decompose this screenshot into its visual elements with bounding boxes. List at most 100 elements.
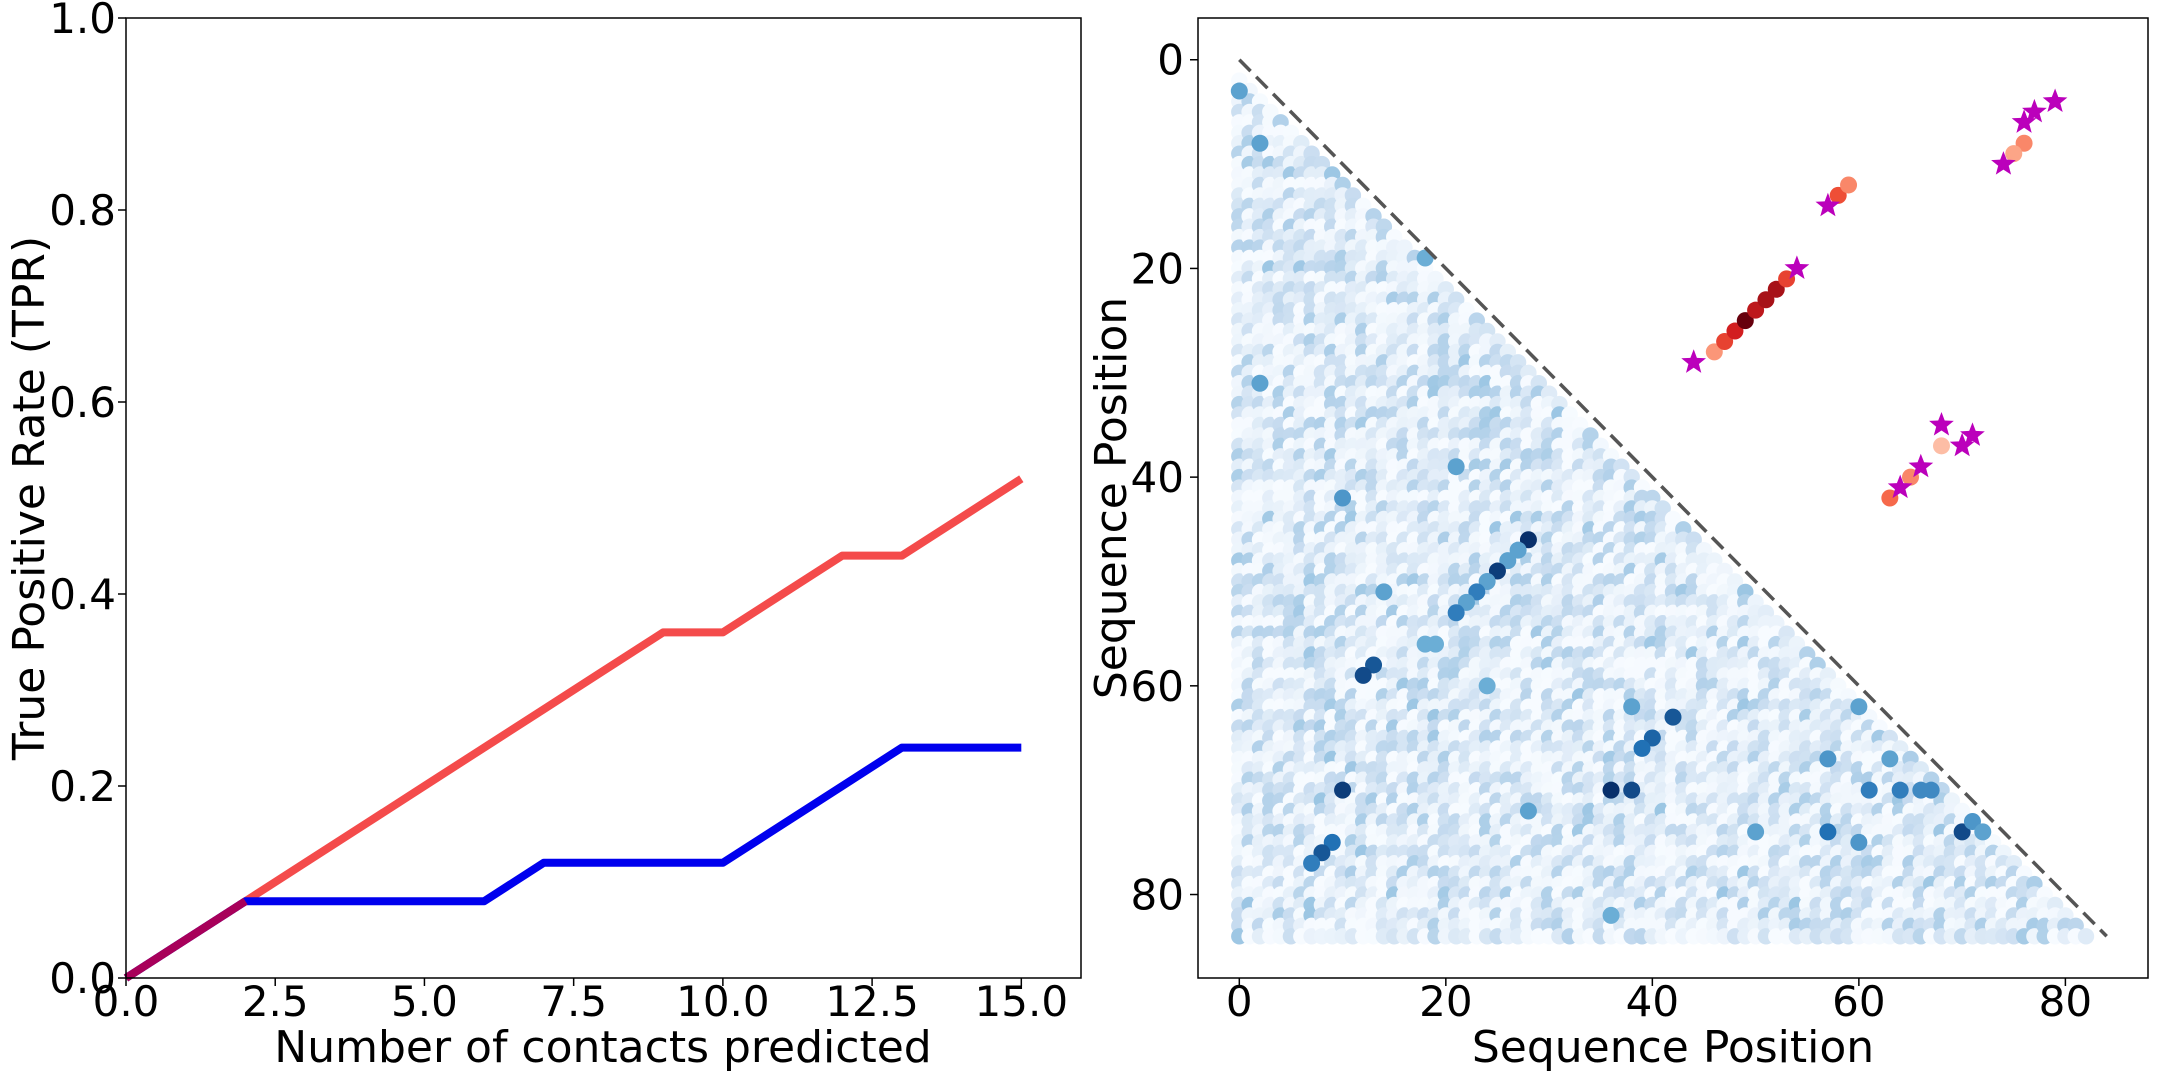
contact-map-star-markers [1681,88,2068,499]
contact-map-blue-point [1850,833,1868,851]
contact-map-blue-point [1230,82,1248,100]
contact-map-red-point [1747,301,1765,319]
tpr-y-tick-label: 0.0 [49,954,116,1003]
contact-map-scatter: 0 20 40 60 80 0 20 40 60 80 Sequence Position Se… [1086,17,2149,1073]
contact-map-blue-point [1747,823,1765,841]
contact-map-blue-point [1427,635,1444,653]
contact-map-blue-point [1633,739,1651,757]
contact-map-star-marker [1681,349,1706,373]
contact-map-blue-point [1623,781,1641,799]
tpr-plot-frame [125,17,1082,979]
contact-map-blue-point [1313,844,1331,862]
contact-map-red-point [1757,291,1775,309]
contact-map-blue-point [1922,781,1940,799]
contact-map-x-axis-label: Sequence Position [1472,1022,1874,1073]
contact-map-bg-point [2077,928,2095,945]
contact-map-y-tick-label: 20 [1131,244,1184,293]
contact-map-blue-point [1819,750,1837,768]
contact-map-star-marker [2042,88,2068,112]
contact-map-star-marker [1929,412,1954,436]
contact-map-diagonal [1238,58,2108,938]
contact-map-star-marker [1960,422,1985,446]
contact-map-blue-point [1963,812,1981,830]
contact-map-blue-point [1478,677,1496,695]
contact-map-star-marker [1815,192,1841,217]
contact-map-blue-point [1850,698,1868,716]
contact-map-star-marker [1887,474,1913,499]
contact-map-red-point [1932,437,1950,455]
tpr-series-line-1 [123,743,1022,982]
tpr-y-axis-label: True Positive Rate (TPR) [4,236,55,761]
tpr-series-group [123,475,1024,982]
tpr-x-tick-label: 2.5 [242,977,309,1026]
contact-map-blue-point [1334,489,1352,507]
contact-map-x-tick-label: 40 [1626,977,1679,1026]
contact-map-blue-point [1664,708,1682,726]
contact-map-red-point [1705,343,1723,361]
contact-map-red-point [1726,322,1744,340]
contact-map-blue-point [1602,906,1620,924]
contact-map-red-point [1829,186,1847,204]
tpr-y-tick-label: 0.4 [49,570,116,619]
contact-map-x-tick-label: 20 [1419,977,1472,1026]
contact-map-blue-point [1447,458,1465,476]
contact-map-x-tick-label: 80 [2039,977,2092,1026]
contact-map-star-marker [1908,453,1934,478]
tpr-x-tick-label: 15.0 [975,977,1069,1026]
contact-map-y-tick-label: 0 [1157,36,1184,85]
contact-map-blue-point [1509,541,1527,559]
contact-map-x-ticks: 0 20 40 60 80 [1226,977,2092,1026]
contact-map-blue-point [1447,604,1465,622]
contact-map-blue-point [1602,781,1620,799]
contact-map-blue-point [1334,781,1352,799]
tpr-y-tick-label: 1.0 [49,0,116,43]
tpr-y-tick-label: 0.6 [49,378,116,427]
tpr-line-chart: 0.0 2.5 5.0 7.5 10.0 12.5 15.0 0.0 0.2 0.4 0.6 0.8… [4,0,1082,1073]
contact-map-blue-point [1623,698,1641,716]
tpr-x-tick-label: 12.5 [825,977,919,1026]
contact-map-blue-point [1974,823,1992,841]
contact-map-blue-point [1881,750,1899,768]
contact-map-red-point [1767,280,1785,298]
tpr-y-ticks: 0.0 0.2 0.4 0.6 0.8 1.0 [49,0,126,1003]
contact-map-blue-point [1303,854,1321,872]
tpr-x-tick-label: 7.5 [540,977,607,1026]
tpr-series-line-2 [123,897,248,982]
contact-map-blue-point [1819,823,1837,841]
contact-map-blue-point [1365,656,1383,674]
contact-map-y-axis-label: Sequence Position [1086,297,1137,699]
contact-map-blue-point [1457,593,1475,611]
tpr-x-tick-label: 10.0 [676,977,770,1026]
contact-map-red-point [2005,145,2023,163]
contact-map-red-point [1716,332,1734,350]
contact-map-blue-point [1488,562,1506,580]
contact-map-blue-point [1251,134,1269,152]
contact-map-blue-point [1860,781,1878,799]
contact-map-x-tick-label: 60 [1832,977,1885,1026]
contact-map-blue-point [1519,531,1537,549]
tpr-x-ticks: 0.0 2.5 5.0 7.5 10.0 12.5 15.0 [93,977,1068,1026]
tpr-x-tick-label: 0.0 [93,977,160,1026]
contact-map-red-point [2015,134,2033,152]
contact-map-blue-point [1323,833,1341,851]
contact-map-red-points [1705,134,2033,507]
contact-map-star-marker [1784,255,1810,279]
contact-map-blue-point [1375,583,1393,601]
contact-map-red-point [1736,312,1754,330]
contact-map-blue-point [1468,583,1486,601]
contact-map-blue-point [1478,572,1496,590]
tpr-y-tick-label: 0.2 [49,762,116,811]
contact-map-blue-point [1953,823,1971,841]
contact-map-red-point [1840,176,1858,194]
tpr-y-tick-label: 0.8 [49,186,116,235]
contact-map-star-marker [1991,151,2016,175]
contact-map-y-tick-label: 40 [1131,453,1184,502]
contact-map-blue-point [1643,729,1661,747]
contact-map-blue-point [1499,552,1517,570]
contact-map-blue-points [1230,82,1992,924]
tpr-x-axis-label: Number of contacts predicted [274,1022,931,1073]
contact-map-y-tick-label: 80 [1131,871,1184,920]
contact-map-y-ticks: 0 20 40 60 80 [1131,36,1198,920]
contact-map-blue-point [1251,374,1269,392]
